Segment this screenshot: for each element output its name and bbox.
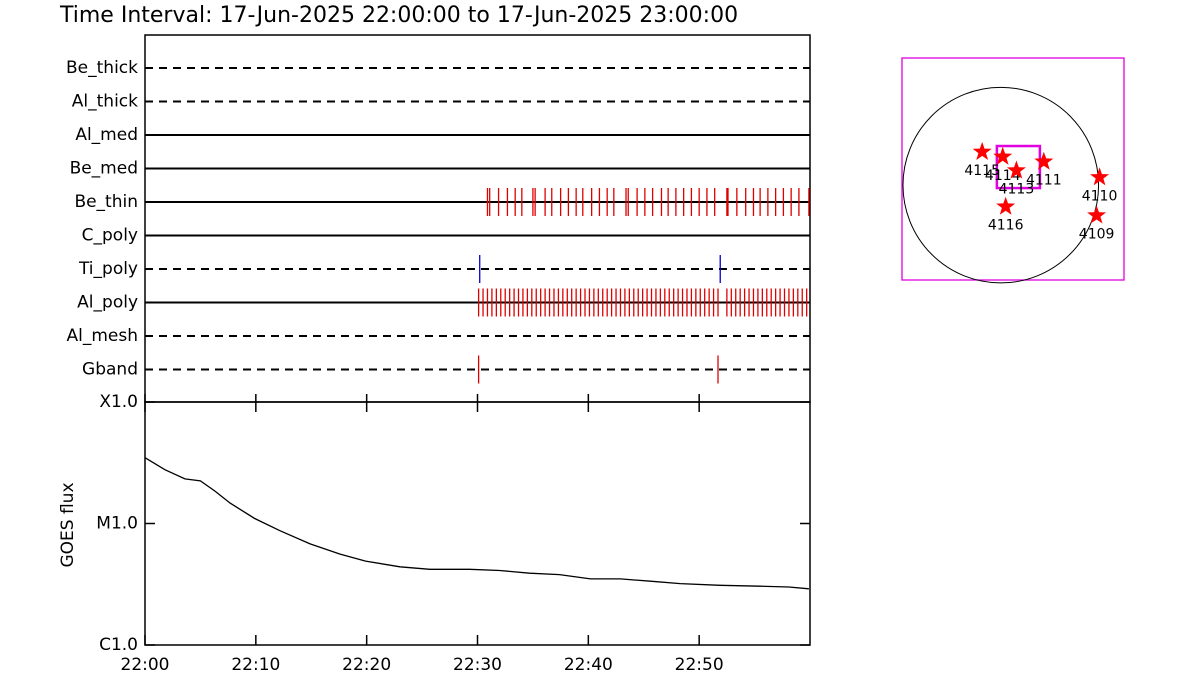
region-label: 4114 <box>985 168 1021 184</box>
y-tick-label: M1.0 <box>96 514 138 534</box>
region-marker <box>993 146 1013 165</box>
goes-flux-line <box>144 457 809 590</box>
row-label: Al_thick <box>72 92 138 112</box>
y-axis-label: GOES flux <box>58 482 78 567</box>
timeline-frame <box>144 34 811 403</box>
chart-title: Time Interval: 17-Jun-2025 22:00:00 to 1… <box>59 3 738 28</box>
region-label: 4115 <box>964 163 1000 179</box>
row-label: Ti_poly <box>78 259 138 279</box>
row-label: Gband <box>82 360 138 380</box>
x-tick-label: 22:50 <box>675 655 724 675</box>
row-label: Be_thin <box>74 192 138 212</box>
row-label: C_poly <box>82 226 138 246</box>
region-marker <box>1087 205 1107 224</box>
y-tick-label: X1.0 <box>99 392 138 412</box>
row-label: Al_mesh <box>66 326 138 346</box>
region-marker <box>1034 151 1054 170</box>
x-tick-label: 22:30 <box>453 655 502 675</box>
solar-disk <box>902 86 1100 284</box>
region-label: 4109 <box>1079 226 1115 242</box>
region-marker <box>1006 160 1026 179</box>
y-tick-label: C1.0 <box>99 635 138 655</box>
x-tick-label: 22:20 <box>342 655 391 675</box>
region-label: 4113 <box>999 181 1035 197</box>
region-label: 4116 <box>988 218 1024 234</box>
x-tick-label: 22:00 <box>121 655 170 675</box>
row-label: Al_med <box>75 125 138 145</box>
x-tick-label: 22:40 <box>564 655 613 675</box>
region-marker <box>996 196 1016 215</box>
region-marker <box>1090 167 1110 186</box>
x-tick-label: 22:10 <box>231 655 280 675</box>
plot-frame <box>144 401 811 646</box>
row-label: Be_thick <box>66 58 138 78</box>
region-marker <box>972 141 992 160</box>
map-frame <box>901 57 1125 281</box>
region-label: 4110 <box>1082 188 1118 204</box>
row-label: Al_poly <box>77 293 138 313</box>
region-label: 4111 <box>1026 173 1062 189</box>
row-label: Be_med <box>70 159 138 179</box>
